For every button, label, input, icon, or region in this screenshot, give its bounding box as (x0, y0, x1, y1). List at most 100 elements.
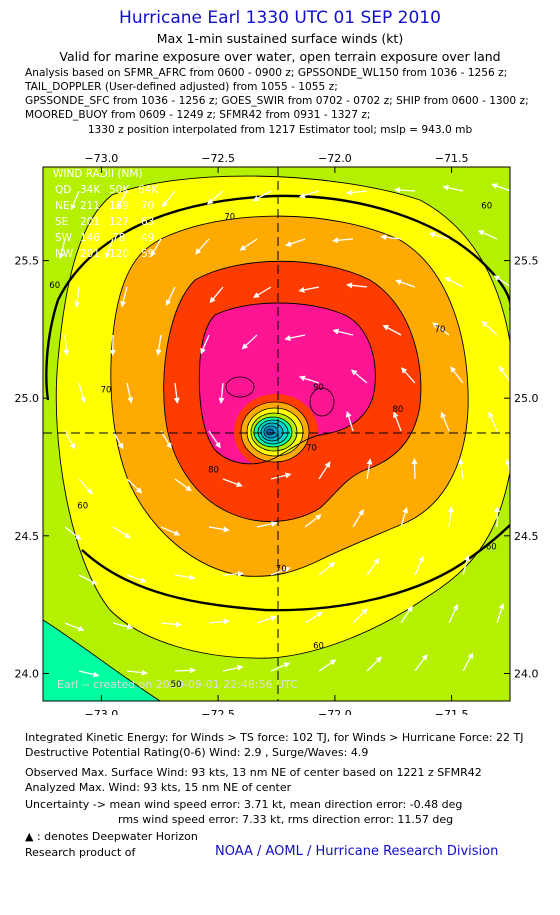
wind-arrow (78, 670, 100, 678)
dpr-line: Destructive Potential Rating(0-6) Wind: … (25, 746, 369, 759)
wind-arrow (394, 186, 416, 193)
x-tick-label-bottom: −72.0 (318, 708, 352, 715)
wind-arrow (64, 622, 85, 632)
observed-max-line: Observed Max. Surface Wind: 93 kts, 13 n… (25, 766, 482, 779)
wind-arrow (155, 334, 162, 356)
wind-arrow (440, 411, 450, 432)
radii-cell: NE (55, 200, 70, 212)
wind-arrow (318, 659, 337, 672)
contour-label: 70 (224, 212, 235, 222)
wind-arrows (58, 183, 510, 678)
contour-label: 60 (313, 642, 324, 652)
wind-arrow (352, 509, 364, 528)
analysis-sources: Analysis based on SFMR_AFRC from 0600 - … (25, 66, 529, 122)
wind-arrow (414, 654, 428, 672)
contour-label: 60 (481, 201, 492, 211)
radii-cell: NW (55, 248, 74, 260)
wind-arrow (366, 656, 383, 672)
wind-arrow (256, 520, 278, 528)
wind-arrow (332, 328, 354, 336)
radii-cell: 49 (141, 232, 154, 244)
contour-label: 90 (313, 383, 324, 393)
wind-radii-row-ne: NE 211 139 70 (55, 200, 154, 212)
radii-cell: 120 (109, 248, 129, 260)
wind-arrow (298, 286, 320, 293)
wind-arrow (432, 322, 450, 336)
wind-arrow (496, 603, 505, 624)
analysis-line: TAIL_DOPPLER (User-defined adjusted) fro… (25, 81, 338, 93)
wind-arrow (345, 410, 354, 432)
y-tick-label-right: 25.5 (514, 255, 539, 268)
wind-arrow (160, 621, 182, 628)
radii-col-50k: 50K (109, 184, 130, 196)
wind-arrow (116, 190, 128, 210)
wind-arrow (70, 190, 80, 211)
wind-arrow (411, 458, 418, 480)
wind-arrow (304, 514, 322, 528)
analysis-line: MOORED_BUOY from 0609 - 1249 z; SFMR42 f… (25, 109, 371, 121)
wind-arrow (112, 526, 131, 539)
y-tick-label-left: 25.0 (15, 392, 40, 405)
wind-radii-row-se: SE 201 127 63 (55, 216, 154, 228)
radii-cell: 127 (109, 216, 129, 228)
radii-cell: 211 (80, 200, 100, 212)
contour-50 (43, 619, 161, 701)
wind-arrow (112, 622, 134, 630)
wind-arrow (346, 189, 368, 196)
wind-arrow (222, 664, 244, 672)
wind-arrow (481, 320, 498, 336)
wind-arrow (284, 334, 306, 341)
radii-col-64k: 64K (138, 184, 159, 196)
wind-arrow (318, 461, 331, 480)
plot-frame (42, 166, 511, 702)
contour-label: 70 (306, 444, 317, 454)
radii-cell: 70 (141, 200, 154, 212)
y-tick-label-right: 25.0 (514, 392, 539, 405)
wind-arrow (382, 324, 402, 336)
noaa-link[interactable]: NOAA / AOML / Hurricane Research Divisio… (215, 844, 499, 859)
wind-arrow (64, 526, 82, 541)
wind-arrow (400, 605, 413, 624)
wind-arrow (346, 282, 368, 289)
x-tick-label-bottom: −72.5 (201, 708, 235, 715)
wind-arrow (78, 382, 86, 404)
wind-arrow (350, 369, 368, 384)
contour-label: 70 (435, 325, 446, 335)
radii-col-qd: QD (55, 184, 71, 196)
wind-arrow (270, 472, 292, 480)
radii-cell: 78 (112, 232, 125, 244)
radii-cell: 201 (80, 248, 100, 260)
wind-arrow (104, 238, 114, 259)
contour-label: 50 (171, 680, 182, 690)
wind-arrow (241, 334, 258, 350)
wind-arrow (477, 230, 498, 240)
black-contour-outer (81, 524, 510, 612)
wind-arrow (208, 526, 230, 533)
wind-arrow (498, 365, 510, 383)
wind-arrow (195, 238, 210, 255)
x-tick-label-top: −71.5 (435, 152, 469, 165)
wind-arrow (366, 557, 380, 576)
wind-contour-field: WIND RADII (NM) QD 34K 50K 64K NE 211 13… (43, 167, 510, 701)
wind-arrow (444, 277, 464, 288)
uncertainty-line: Uncertainty -> mean wind speed error: 3.… (25, 798, 463, 811)
radii-cell: SW (55, 232, 73, 244)
radii-cell: 139 (109, 200, 129, 212)
radii-cell: 63 (141, 216, 154, 228)
wind-arrow (395, 279, 416, 288)
wind-arrow (239, 238, 258, 251)
creation-watermark: Earl -- created on 2010-09-01 22:48:56 U… (57, 678, 298, 691)
wind-arrow (208, 618, 230, 625)
wind-arrow (458, 458, 464, 480)
wind-arrow (74, 286, 81, 308)
chart-subtitle: Max 1-min sustained surface winds (kt) (156, 31, 404, 46)
wind-arrow (493, 275, 510, 288)
wind-arrow (491, 183, 510, 192)
wind-arrow (505, 458, 510, 478)
wind-arrow (174, 478, 193, 492)
x-tick-label-bottom: −71.5 (435, 708, 469, 715)
research-label: Research product of (25, 846, 136, 859)
contour-60 (55, 175, 510, 659)
ike-line: Integrated Kinetic Energy: for Winds > T… (25, 731, 524, 744)
wind-arrow (126, 574, 147, 583)
